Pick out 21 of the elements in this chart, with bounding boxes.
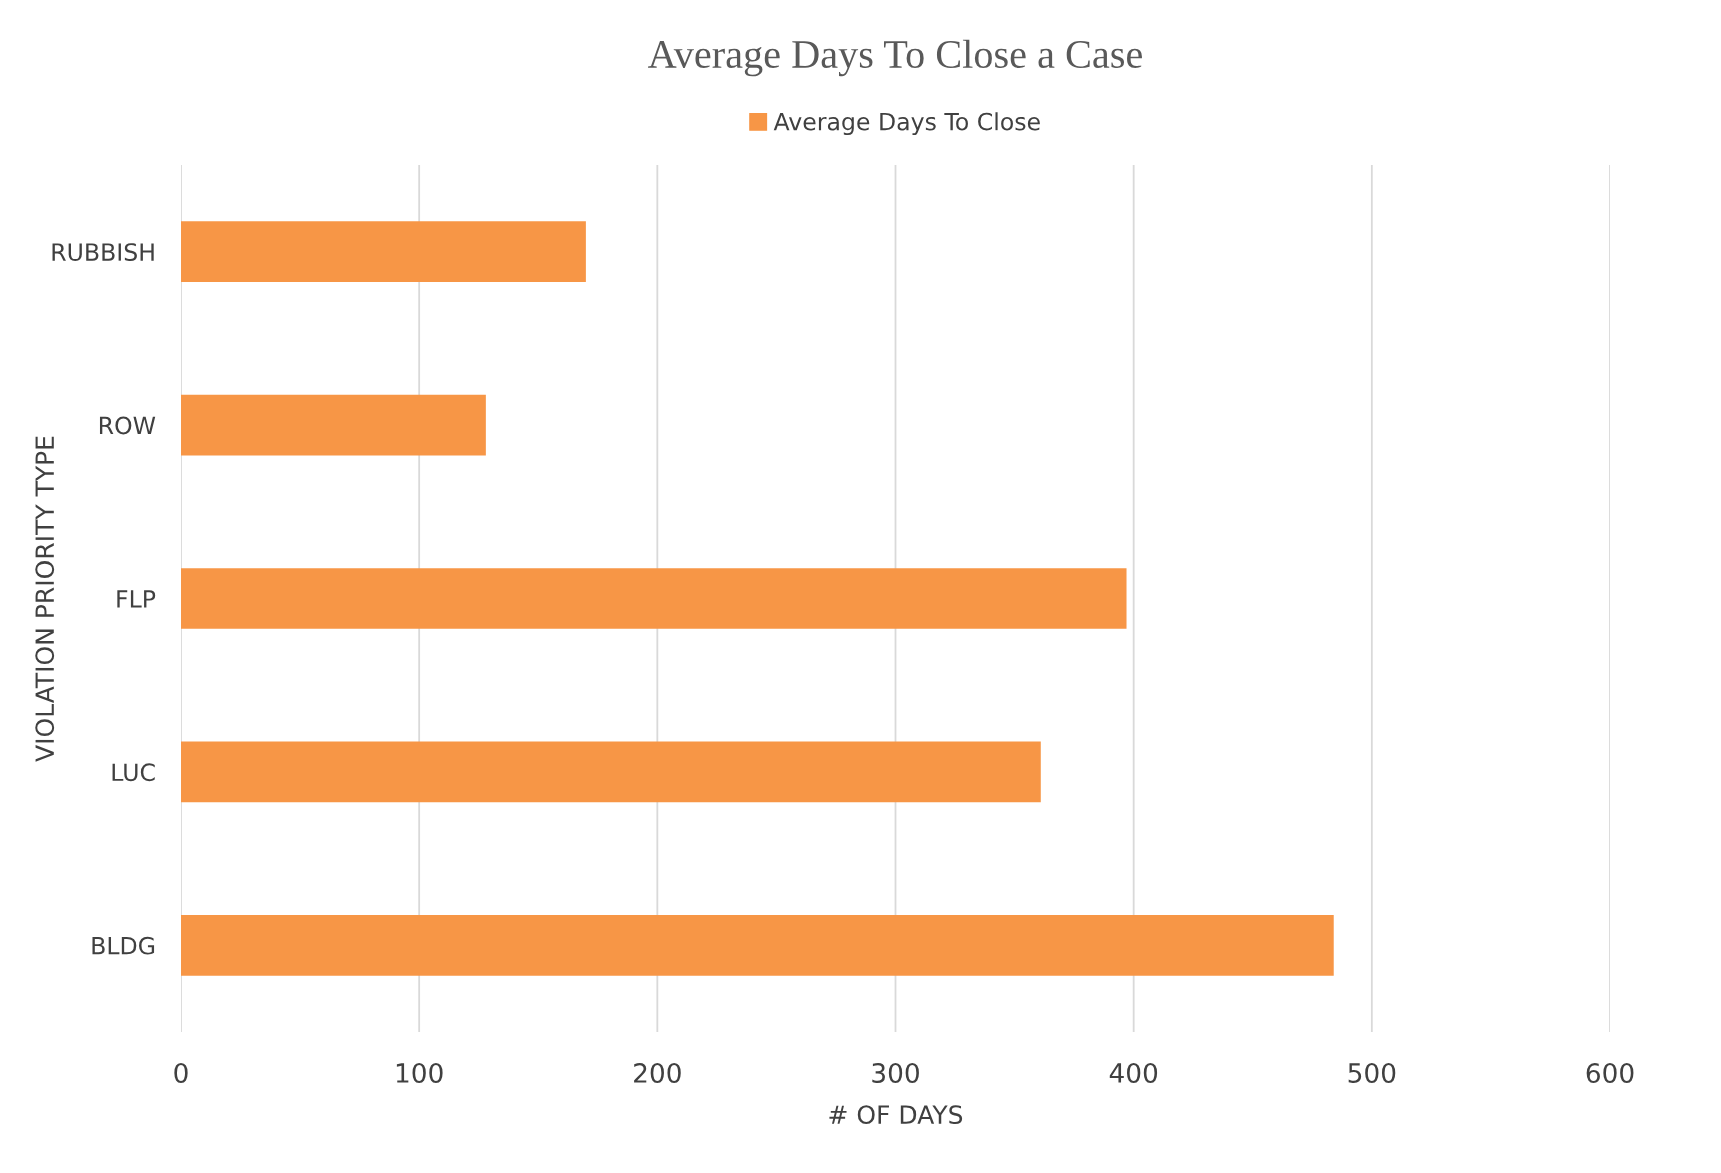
bar: [181, 914, 1334, 976]
y-tick-label: ROW: [99, 416, 156, 435]
chart-title: Average Days To Close a Case: [648, 39, 1142, 77]
legend-label: Average Days To Close: [773, 112, 1040, 136]
x-tick-label: 0: [174, 1063, 188, 1083]
x-tick-label: 400: [1109, 1063, 1158, 1083]
y-tick-label: LUC: [112, 763, 155, 782]
y-axis-title: VIOLATION PRIORITY TYPE: [35, 436, 55, 762]
x-tick-label: 600: [1586, 1063, 1634, 1083]
x-axis-title: # OF DAYS: [829, 1105, 963, 1125]
y-tick-label: BLDG: [92, 936, 155, 955]
bar: [181, 394, 486, 456]
y-tick-label: RUBBISH: [52, 243, 154, 262]
x-tick-label: 300: [872, 1063, 919, 1083]
bar: [181, 221, 586, 283]
x-tick-label: 500: [1348, 1063, 1396, 1083]
bar: [181, 741, 1041, 803]
x-tick-label: 100: [396, 1063, 443, 1083]
x-tick-label: 200: [634, 1063, 681, 1083]
bar: [181, 568, 1127, 629]
y-tick-label: FLP: [117, 590, 156, 608]
